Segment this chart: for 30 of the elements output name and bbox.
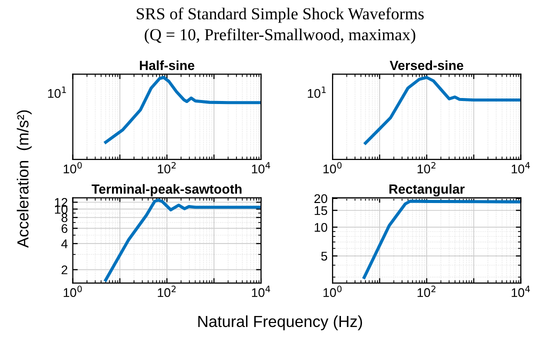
y-axis-title: Acceleration (m/s²) <box>16 110 32 248</box>
chart-title: Versed-sine <box>390 60 464 70</box>
y-tick-label: 6 <box>62 224 68 233</box>
x-tick-label: 10$^{2}$ <box>158 162 176 174</box>
text: SRS of Standard Simple Shock Waveforms <box>136 8 424 23</box>
x-tick-label: 10$^{2}$ <box>158 286 176 298</box>
x-tick-label: 10$^{2}$ <box>418 162 436 174</box>
x-tick-label: 10$^{0}$ <box>324 162 342 174</box>
text: (Q = 10, Prefilter-Smallwood, maximax) <box>144 28 416 44</box>
x-tick-label: 10$^{0}$ <box>64 162 82 174</box>
chart-title: Rectangular <box>389 184 465 196</box>
y-tick-label: 2 <box>62 265 68 274</box>
x-tick-label: 10$^{4}$ <box>252 162 270 174</box>
y-tick-label: 8 <box>62 213 68 222</box>
y-tick-label: 10 <box>314 222 328 232</box>
text: 10$^{1}$ <box>308 86 326 98</box>
x-tick-label: 10$^{0}$ <box>64 286 82 298</box>
x-axis-title: Natural Frequency (Hz) <box>198 315 362 330</box>
y-tick-label: 5 <box>321 252 328 261</box>
y-tick-label: 15 <box>314 206 328 216</box>
y-tick-label: 4 <box>61 240 68 248</box>
x-tick-label: 10$^{0}$ <box>324 286 342 298</box>
x-tick-label: 10$^{4}$ <box>252 286 270 298</box>
x-tick-label: 10$^{4}$ <box>512 286 530 298</box>
text: 10$^{1}$ <box>48 86 66 98</box>
x-tick-label: 10$^{4}$ <box>512 162 530 174</box>
chart-title: Terminal-peak-sawtooth <box>92 184 242 196</box>
x-tick-label: 10$^{2}$ <box>418 286 436 298</box>
y-tick-label: 20 <box>314 194 328 204</box>
chart-title: Half-sine <box>140 60 194 70</box>
